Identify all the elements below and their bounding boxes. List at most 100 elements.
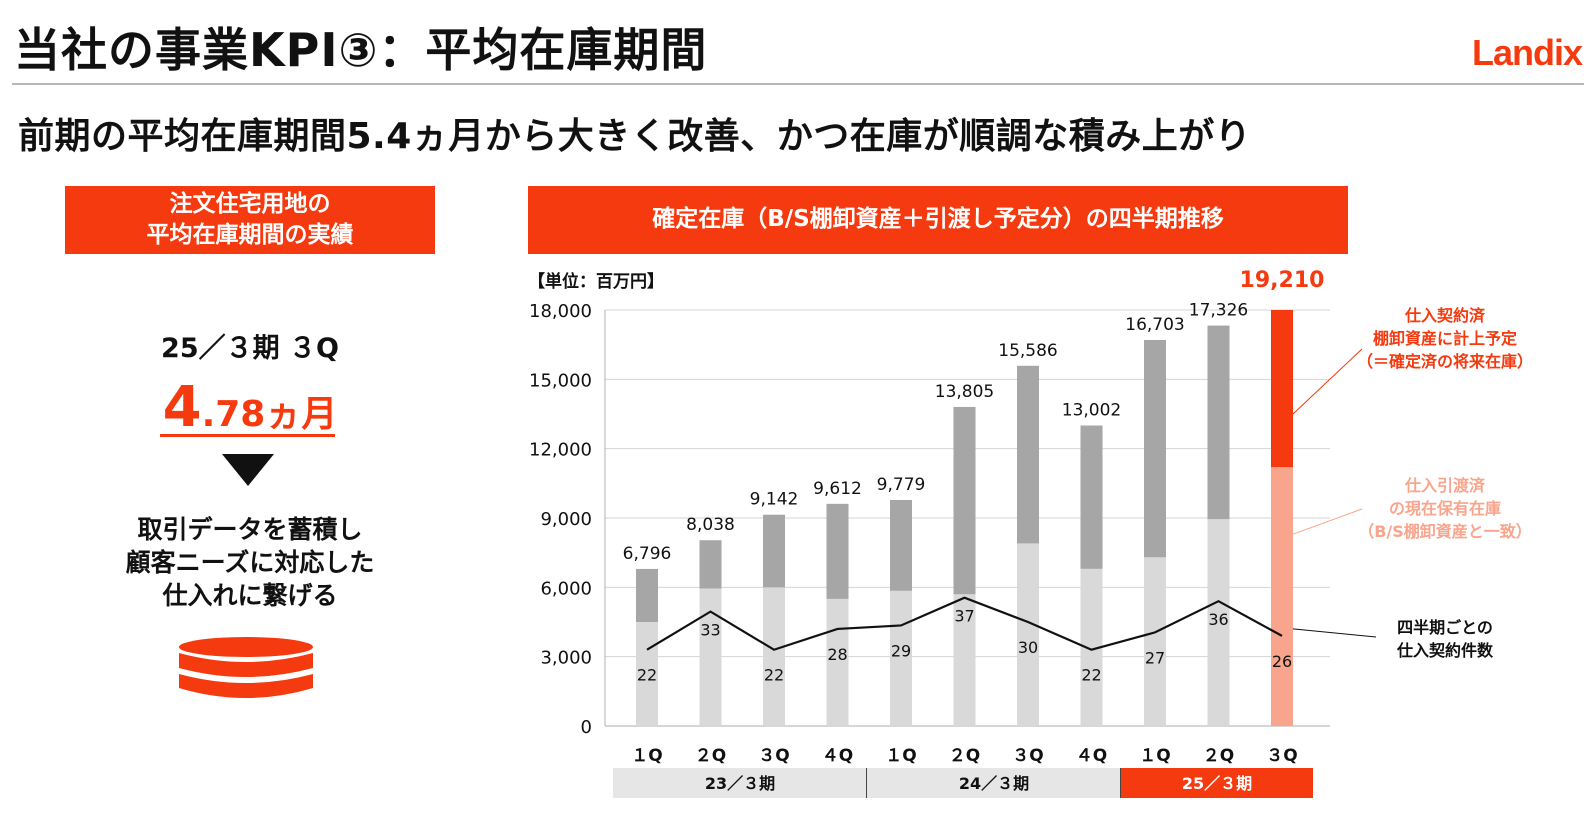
chart-header: 確定在庫（B/S棚卸資産＋引渡し予定分）の四半期推移 [528, 186, 1348, 254]
bar-lower-segment [953, 594, 976, 726]
data-label-total: 17,326 [1189, 301, 1248, 321]
bar-upper-segment [1271, 310, 1293, 468]
x-tick-label: ４Q [822, 746, 853, 766]
x-tick-label: ２Q [949, 746, 980, 766]
annotation-lower-text: （B/S棚卸資産と一致） [1358, 522, 1532, 541]
kpi-note-line3: 仕入れに繋げる [162, 581, 338, 610]
data-label-total: 6,796 [623, 544, 672, 564]
y-tick-label: 15,000 [529, 370, 592, 391]
kpi-header-line2: 平均在庫期間の実績 [146, 222, 354, 248]
headline: 前期の平均在庫期間5.4ヵ月から大きく改善、かつ在庫が順調な積み上がり [18, 116, 1252, 157]
annotation-lower-leader [1292, 508, 1363, 535]
annotation-lower-text: の現在保有在庫 [1389, 499, 1501, 518]
data-label-total: 9,142 [750, 490, 799, 510]
bar-lower-segment [763, 587, 785, 726]
data-label-total: 19,210 [1240, 268, 1325, 293]
fiscal-year-label: 24／３期 [959, 774, 1029, 793]
bar-lower-segment [1271, 467, 1293, 726]
fiscal-year-band [1121, 768, 1313, 798]
fiscal-year-label: 25／３期 [1182, 774, 1252, 793]
kpi-value-unit: ヵ月 [265, 394, 338, 435]
data-label-total: 15,586 [998, 341, 1057, 361]
annotation-line-text: 四半期ごとの [1397, 618, 1493, 637]
bar-upper-segment [699, 540, 722, 589]
kpi-note-line2: 顧客ニーズに対応した [125, 548, 375, 577]
y-tick-label: 12,000 [529, 440, 592, 461]
kpi-note: 取引データを蓄積し 顧客ニーズに対応した 仕入れに繋げる [65, 513, 435, 612]
data-label-contracts: 22 [1081, 666, 1101, 685]
down-arrow-icon [222, 454, 274, 486]
bar-upper-segment [763, 514, 785, 588]
contract-count-line [646, 596, 1283, 651]
data-label-total: 8,038 [686, 515, 735, 535]
data-label-contracts: 29 [891, 641, 911, 660]
annotation-upper-leader [1292, 348, 1363, 415]
data-label-total: 13,002 [1062, 401, 1121, 421]
data-label-contracts: 28 [827, 645, 847, 664]
data-label-contracts: 36 [1208, 610, 1228, 629]
annotation-upper-text: （＝確定済の将来在庫） [1357, 352, 1533, 371]
kpi-period: 25／３期 ３Q [161, 333, 339, 364]
inventory-chart: 【単位：百万円】 0 3,000 6,000 9,000 12,000 15,000 18,0… [528, 268, 1533, 798]
bar-lower-segment [1080, 568, 1103, 726]
bar-lower-segment [636, 622, 658, 726]
data-label-total: 9,612 [813, 479, 862, 499]
kpi-underline [160, 434, 335, 437]
data-label-contracts: 37 [954, 607, 974, 626]
kpi-value-decimal: .78 [201, 394, 266, 435]
bar-lower-segment [1017, 543, 1039, 726]
landix-logo: Landix [1471, 32, 1583, 73]
data-label-contracts: 26 [1272, 652, 1292, 671]
x-tick-label: １Q [885, 746, 916, 766]
bar-upper-segment [1144, 339, 1166, 558]
bar-lower-segment [1207, 519, 1230, 726]
bar-upper-segment [826, 503, 849, 599]
kpi-header-line1: 注文住宅用地の [169, 191, 331, 217]
kpi-value: 4.78ヵ月 [65, 380, 435, 436]
fiscal-year-band [613, 768, 867, 798]
kpi-note-line1: 取引データを蓄積し [137, 515, 363, 544]
data-label-contracts: 22 [637, 666, 657, 685]
bar-upper-segment [890, 499, 912, 591]
fiscal-year-label: 23／３期 [705, 774, 775, 793]
x-tick-label: ２Q [695, 746, 726, 766]
y-tick-label: 6,000 [540, 578, 592, 599]
x-tick-label: １Q [631, 746, 662, 766]
data-label-total: 9,779 [877, 475, 926, 495]
x-tick-label: ２Q [1203, 746, 1234, 766]
database-icon [179, 637, 313, 698]
annotation-upper-text: 棚卸資産に計上予定 [1373, 329, 1517, 348]
bar-upper-segment [1017, 365, 1039, 544]
x-tick-label: ３Q [758, 746, 789, 766]
x-tick-label: ３Q [1266, 746, 1297, 766]
fiscal-year-band [867, 768, 1121, 798]
bar-lower-segment [890, 590, 912, 726]
kpi-value-main: 4 [162, 375, 202, 440]
annotation-upper-text: 仕入契約済 [1404, 306, 1486, 325]
data-label-contracts: 22 [764, 666, 784, 685]
annotation-lower-text: 仕入引渡済 [1404, 476, 1486, 495]
data-label-contracts: 33 [700, 621, 720, 640]
data-label-total: 13,805 [935, 382, 994, 402]
bar-lower-segment [699, 588, 722, 726]
y-tick-label: 9,000 [540, 509, 592, 530]
y-tick-label: 0 [581, 717, 592, 738]
x-tick-label: １Q [1139, 746, 1170, 766]
bar-upper-segment [953, 406, 976, 595]
unit-label: 【単位：百万円】 [528, 271, 664, 292]
y-tick-label: 3,000 [540, 648, 592, 669]
x-tick-label: ３Q [1012, 746, 1043, 766]
bar-upper-segment [636, 568, 658, 622]
bar-lower-segment [1144, 557, 1166, 726]
annotation-line-text: 仕入契約件数 [1396, 641, 1494, 660]
page-title: 当社の事業KPI③：平均在庫期間 [14, 23, 708, 77]
annotation-line-leader [1292, 628, 1377, 638]
y-tick-label: 18,000 [529, 301, 592, 322]
bar-upper-segment [1207, 325, 1230, 520]
title-divider [12, 83, 1584, 85]
bar-upper-segment [1080, 425, 1103, 569]
data-label-total: 16,703 [1125, 315, 1184, 335]
data-label-contracts: 27 [1145, 648, 1165, 667]
data-label-contracts: 30 [1018, 638, 1038, 657]
x-tick-label: ４Q [1076, 746, 1107, 766]
